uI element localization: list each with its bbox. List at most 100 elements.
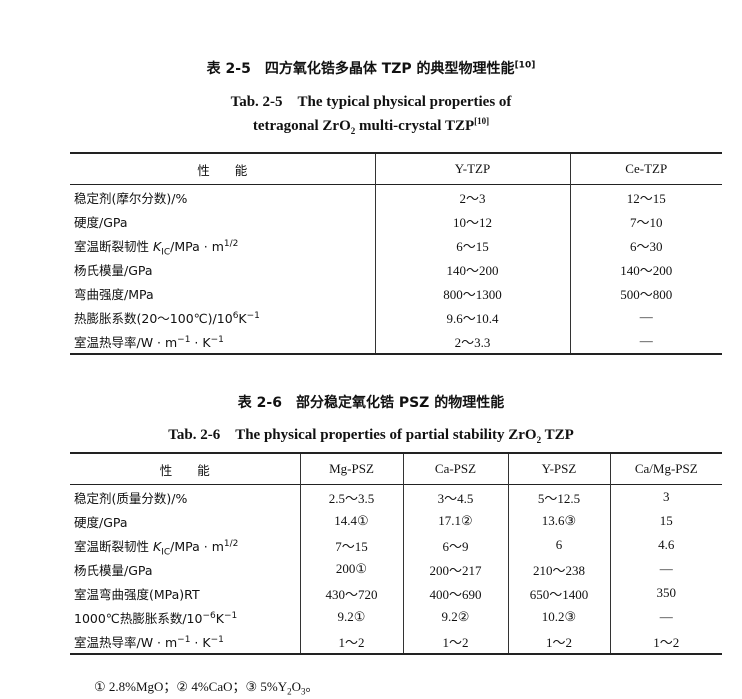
table-row: 室温热导率/W · m−1 · K−1 2～3.3—	[70, 329, 722, 354]
cell-value: 12～15	[569, 184, 722, 209]
table-row: 杨氏模量/GPa 200① 200～217 210～238—	[70, 557, 722, 581]
row-label: 稳定剂(摩尔分数)/%	[70, 185, 375, 210]
cell-value: —	[569, 305, 722, 329]
cell-value: 430～720	[299, 581, 403, 605]
table-row: 硬度/GPa 10～12 7～10	[70, 209, 722, 233]
table1-title-en-line2: tetragonal ZrO2 multi-crystal TZP[10]	[0, 116, 742, 136]
text-segment: /MPa · m	[170, 538, 224, 554]
text-segment: 室温热导率/W · m	[74, 334, 178, 350]
text-segment: 1/2	[223, 238, 239, 249]
table-row: 硬度/GPa 14.4① 17.1② 13.6③ 15	[70, 509, 722, 533]
text-segment: [10]	[474, 116, 490, 126]
row-label: 室温弯曲强度(MPa)RT	[70, 581, 300, 605]
text-segment: tetragonal ZrO	[252, 118, 351, 134]
table2-title-en: Tab. 2-6 The physical properties of part…	[0, 423, 742, 445]
table-row: 稳定剂(质量分数)/% 2.5～3.5 3～4.5 5～12.5 3	[70, 484, 722, 509]
cell-value: 2～3	[374, 184, 570, 209]
table-row: 弯曲强度/MPa 800～1300 500～800	[70, 281, 722, 305]
text-segment: −1	[210, 334, 224, 345]
cell-value: 9.2①	[299, 605, 403, 629]
row-label: 硬度/GPa	[70, 209, 375, 233]
column-header: Mg-PSZ	[299, 453, 403, 485]
text-segment: 2	[350, 126, 356, 136]
cell-value: 800～1300	[374, 281, 570, 305]
cell-value: 17.1②	[402, 509, 508, 533]
text-segment: −1	[246, 310, 260, 321]
cell-value: 140～200	[569, 257, 722, 281]
text-segment: K	[152, 538, 162, 554]
table-row: 杨氏模量/GPa 140～200 140～200	[70, 257, 722, 281]
cell-value: 7～10	[569, 209, 722, 233]
cell-value: 3	[609, 484, 722, 509]
text-segment: [10]	[514, 60, 536, 71]
cell-value: 6～9	[402, 533, 508, 557]
text-segment: 稳定剂(质量分数)/%	[74, 490, 188, 506]
column-header: Y-PSZ	[507, 453, 610, 485]
cell-value: 500～800	[569, 281, 722, 305]
column-header: 性 能	[159, 462, 210, 478]
table-row: 室温热导率/W · m−1 · K−1 1～2 1～2 1～2 1～2	[70, 629, 722, 654]
cell-value: 2.5～3.5	[299, 484, 403, 509]
cell-value: 350	[609, 581, 722, 605]
cell-value: 140～200	[374, 257, 570, 281]
cell-value: 200①	[299, 557, 403, 581]
text-segment: /MPa · m	[170, 238, 224, 254]
text-segment: 硬度/GPa	[74, 214, 128, 230]
text-segment: K	[152, 238, 162, 254]
table-2-5: 性 能 Y-TZP Ce-TZP 稳定剂(摩尔分数)/% 2～3 12～15 硬度/GPa 1…	[70, 152, 722, 355]
text-segment: −6	[202, 610, 216, 621]
column-header: Ca-PSZ	[402, 453, 508, 485]
cell-value: —	[609, 557, 722, 581]
cell-value: 14.4①	[299, 509, 403, 533]
row-label: 室温断裂韧性 KIC/MPa · m1/2	[70, 233, 375, 257]
cell-value: 13.6③	[507, 509, 610, 533]
text-segment: 室温热导率/W · m	[74, 634, 178, 650]
cell-value: 1～2	[402, 629, 508, 654]
text-segment: 室温弯曲强度(MPa)RT	[74, 586, 200, 602]
cell-value: 1～2	[507, 629, 610, 654]
column-header: Ce-TZP	[569, 153, 722, 185]
text-segment: 硬度/GPa	[74, 514, 128, 530]
text-segment: K	[238, 310, 247, 326]
table1-title-cn: 表 2-5 四方氧化锆多晶体 TZP 的典型物理性能[10]	[0, 58, 742, 78]
text-segment: · K	[190, 334, 211, 350]
text-segment: 杨氏模量/GPa	[74, 262, 153, 278]
cell-value: 7～15	[299, 533, 403, 557]
row-label: 室温热导率/W · m−1 · K−1	[70, 629, 300, 654]
cell-value: 1～2	[609, 629, 722, 654]
column-header: 性 能	[197, 162, 248, 178]
text-segment: 1/2	[223, 538, 239, 549]
text-segment: 6	[232, 310, 239, 321]
cell-value: 10～12	[374, 209, 570, 233]
text-segment: 。	[305, 679, 319, 694]
cell-value: 210～238	[507, 557, 610, 581]
cell-value: 6～30	[569, 233, 722, 257]
cell-value: 400～690	[402, 581, 508, 605]
table-row: 1000℃热膨胀系数/10−6K−1 9.2① 9.2② 10.2③ —	[70, 605, 722, 629]
text-segment: 室温断裂韧性	[74, 238, 153, 254]
cell-value: —	[569, 329, 722, 354]
table-2-6: 性 能 Mg-PSZ Ca-PSZ Y-PSZ Ca/Mg-PSZ 稳定剂(质量分数)/%…	[70, 452, 722, 655]
table-row: 室温弯曲强度(MPa)RT 430～720 400～690 650～1400 350	[70, 581, 722, 605]
column-header: Y-TZP	[374, 153, 570, 185]
column-header: Ca/Mg-PSZ	[609, 453, 722, 485]
cell-value: 4.6	[609, 533, 722, 557]
table2-title-cn: 表 2-6 部分稳定氧化锆 PSZ 的物理性能	[0, 392, 742, 412]
text-segment: −1	[223, 610, 238, 621]
cell-value: 6	[507, 533, 610, 557]
text-segment: 1000℃热膨胀系数/10	[74, 610, 203, 626]
table-row: 稳定剂(摩尔分数)/% 2～3 12～15	[70, 184, 722, 210]
text-segment: O	[291, 679, 302, 694]
cell-value: 6～15	[374, 233, 570, 257]
row-label: 硬度/GPa	[70, 509, 300, 533]
cell-value: —	[609, 605, 722, 629]
text-segment: 弯曲强度/MPa	[74, 286, 154, 302]
cell-value: 9.2②	[402, 605, 508, 629]
cell-value: 200～217	[402, 557, 508, 581]
table2-footnote: ① 2.8%MgO；② 4%CaO；③ 5%Y2O3。	[94, 676, 319, 696]
text-segment: TZP	[541, 427, 574, 443]
table1-title-en-line1: Tab. 2-5 The typical physical properties…	[0, 90, 742, 111]
row-label: 弯曲强度/MPa	[70, 281, 375, 305]
table-row: 热膨胀系数(20～100℃)/106K−1 9.6～10.4—	[70, 305, 722, 329]
row-label: 杨氏模量/GPa	[70, 557, 300, 581]
